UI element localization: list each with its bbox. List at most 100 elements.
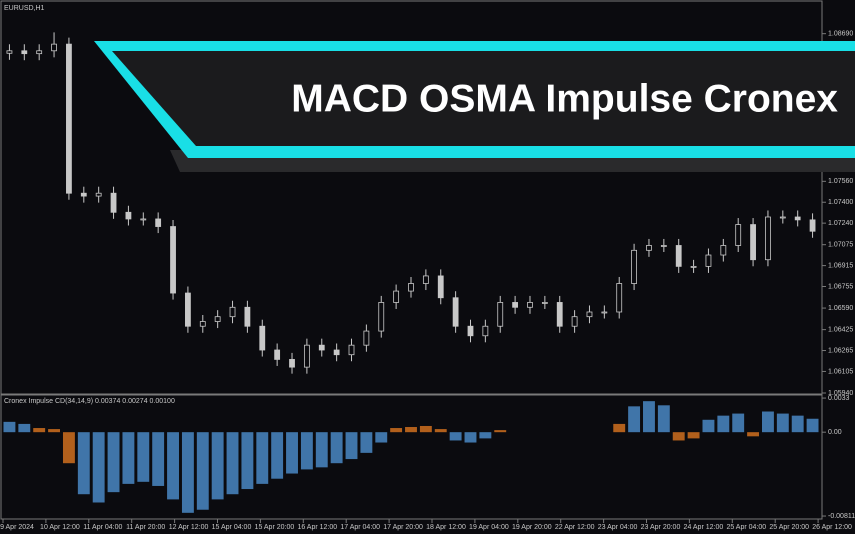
candle-body [378, 302, 385, 332]
histogram-bar [776, 413, 789, 433]
y-tick-label: 1.06425 [828, 326, 853, 333]
candle-body [259, 325, 266, 351]
histogram-bar [806, 418, 819, 433]
candle-body [512, 302, 519, 308]
x-tick-label: 25 Apr 20:00 [769, 524, 809, 531]
candle-body [229, 306, 236, 318]
y-tick-label: 1.06265 [828, 347, 853, 354]
x-tick-label: 23 Apr 20:00 [641, 524, 681, 531]
banner: MACD OSMA Impulse Cronex [94, 41, 855, 172]
candle-body [95, 192, 102, 197]
histogram-bar [613, 423, 626, 433]
candle-body [66, 43, 72, 194]
x-tick-label: 19 Apr 04:00 [469, 524, 509, 531]
candle-body [363, 330, 370, 346]
candle-body [21, 50, 28, 55]
x-tick-label: 18 Apr 12:00 [426, 524, 466, 531]
histogram-bar [449, 432, 462, 441]
candle-body [422, 275, 429, 284]
histogram-bar [687, 432, 700, 439]
histogram-bar [137, 432, 150, 482]
x-tick-label: 22 Apr 12:00 [555, 524, 595, 531]
histogram-bar [702, 419, 715, 433]
candle-body [185, 292, 191, 327]
histogram-bar [181, 432, 194, 513]
candle-body [765, 216, 771, 261]
x-tick-label: 9 Apr 2024 [0, 524, 34, 531]
candle-body [110, 192, 117, 213]
candle-body [244, 306, 251, 327]
candle-body [452, 297, 459, 327]
x-tick-label: 24 Apr 12:00 [684, 524, 724, 531]
histogram-bar [360, 432, 373, 453]
x-tick-label: 16 Apr 12:00 [297, 524, 337, 531]
histogram-bar [494, 430, 507, 433]
histogram-bar [657, 405, 670, 433]
y-tick-label: 1.06755 [828, 283, 853, 290]
histogram-bar [464, 432, 477, 443]
candle-body [586, 311, 593, 318]
candle-body [155, 218, 162, 227]
x-tick-label: 25 Apr 04:00 [726, 524, 766, 531]
indicator-title: Cronex Impulse CD(34,14,9) 0.00374 0.002… [4, 398, 175, 405]
histogram-bar [390, 428, 403, 433]
candle-body [408, 283, 414, 292]
histogram-bar [315, 432, 328, 468]
candle-body [556, 302, 563, 327]
y-tick-label: 1.06590 [828, 305, 853, 312]
x-tick-label: 11 Apr 04:00 [83, 524, 122, 531]
histogram-bar [77, 432, 90, 495]
histogram-bar [152, 432, 165, 486]
histogram-bar [92, 432, 105, 503]
histogram-bar [761, 411, 774, 433]
y-tick-label: 1.05940 [828, 390, 853, 397]
candle-body [660, 245, 667, 247]
x-tick-label: 15 Apr 20:00 [255, 524, 295, 531]
candle-body [274, 349, 281, 360]
histogram-bar [122, 432, 135, 484]
y-tick-label: 1.07075 [828, 242, 853, 249]
candle-body [303, 344, 310, 368]
histogram-bar [167, 432, 179, 500]
candle-body [80, 192, 87, 197]
histogram-bar [211, 432, 224, 500]
histogram-bar [732, 413, 745, 433]
histogram-bar [419, 425, 432, 433]
candle-body [125, 211, 132, 220]
y-tick-label: 1.07400 [828, 199, 853, 206]
y-tick-label: 1.06915 [828, 262, 853, 269]
candle-body [690, 265, 697, 268]
y-tick-label: 1.08690 [828, 31, 853, 38]
histogram-bar [286, 432, 298, 474]
x-tick-label: 23 Apr 04:00 [598, 524, 638, 531]
histogram-bar [18, 423, 31, 433]
y-tick-label: 1.06105 [828, 368, 853, 375]
y-tick-label: -0.00811 [828, 513, 855, 520]
x-tick-label: 19 Apr 20:00 [512, 524, 552, 531]
histogram-bar [405, 427, 417, 433]
x-tick-label: 12 Apr 12:00 [169, 524, 209, 531]
histogram-bar [226, 432, 239, 495]
candle-body [675, 245, 682, 267]
histogram-bar [643, 401, 655, 433]
histogram-bar [479, 432, 492, 439]
indicator-frame [0, 394, 823, 520]
histogram-bar [345, 432, 358, 460]
candle-body [631, 249, 637, 284]
y-tick-label: 0.00 [828, 429, 842, 436]
plot: 1.086901.085301.075601.074001.072401.070… [0, 31, 855, 531]
candle-body [571, 316, 578, 327]
histogram-bar [791, 415, 804, 433]
x-tick-label: 11 Apr 20:00 [126, 524, 165, 531]
candle-body [36, 50, 43, 55]
x-tick-label: 15 Apr 04:00 [212, 524, 252, 531]
y-tick-label: 1.07560 [828, 178, 853, 185]
candle-body [794, 216, 801, 221]
histogram-bar [33, 428, 46, 433]
candle-body [333, 349, 340, 356]
candle-body [601, 311, 608, 314]
histogram-bar [300, 432, 313, 470]
x-tick-label: 17 Apr 20:00 [383, 524, 423, 531]
candle-body [348, 344, 355, 356]
